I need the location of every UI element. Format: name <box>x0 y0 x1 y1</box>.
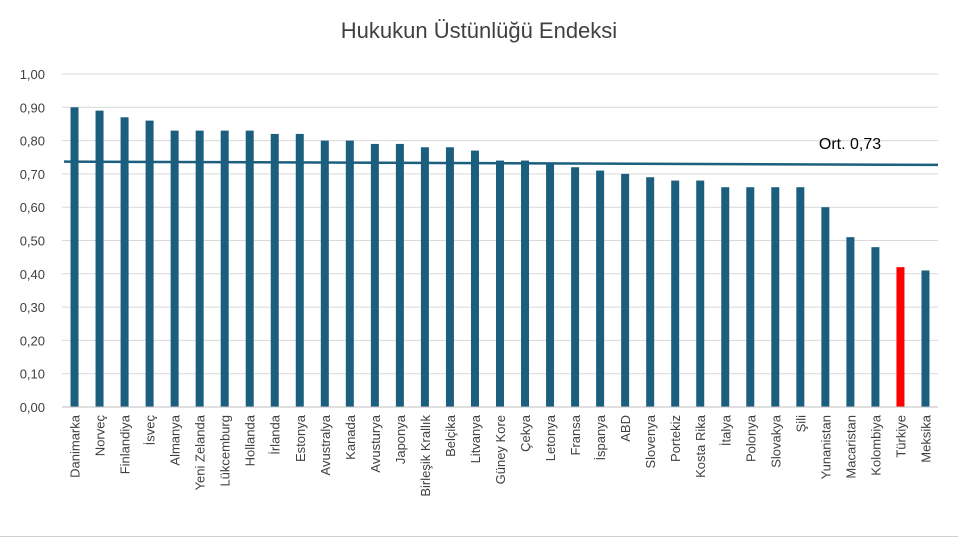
y-tick-label: 0,50 <box>20 234 45 249</box>
x-tick-label: ABD <box>618 415 633 442</box>
x-tick-label: İsveç <box>143 415 158 446</box>
bar <box>746 187 755 407</box>
bar <box>220 130 229 408</box>
bar <box>571 167 580 407</box>
bar <box>871 247 880 407</box>
bar <box>546 163 555 407</box>
x-tick-label: Güney Kore <box>493 415 508 484</box>
x-tick-label: Polonya <box>743 414 758 462</box>
y-tick-label: 0,90 <box>20 100 45 115</box>
chart-title: Hukukun Üstünlüğü Endeksi <box>340 18 618 43</box>
x-tick-label: Hollanda <box>243 414 258 466</box>
x-tick-label: Portekiz <box>668 415 683 462</box>
x-tick-label: Finlandiya <box>118 414 133 474</box>
bar <box>470 150 479 407</box>
bar <box>395 143 404 407</box>
y-tick-label: 1,00 <box>20 67 45 82</box>
bar <box>771 187 780 407</box>
x-tick-label: Çekya <box>518 414 533 452</box>
bar <box>270 133 279 407</box>
bar <box>521 160 530 407</box>
y-tick-label: 0,20 <box>20 333 45 348</box>
bar <box>345 140 354 407</box>
bar <box>320 140 329 407</box>
x-tick-label: Kanada <box>343 414 358 460</box>
x-tick-label: Birleşik Krallık <box>418 415 433 497</box>
y-tick-label: 0,00 <box>20 400 45 415</box>
bar <box>496 160 504 407</box>
x-tick-label: Şili <box>793 415 808 432</box>
bar <box>95 110 104 407</box>
bar <box>295 133 304 407</box>
x-tick-label: Kolombiya <box>868 414 883 475</box>
bar <box>120 117 129 407</box>
bar <box>145 120 154 408</box>
bar <box>195 130 204 408</box>
x-tick-label: Avusturya <box>368 414 383 472</box>
x-tick-label: Letonya <box>543 414 558 461</box>
bar <box>696 180 705 407</box>
bar <box>596 170 605 407</box>
x-tick-label: Almanya <box>168 414 183 465</box>
bar <box>646 177 655 407</box>
x-tick-label: Yeni Zelanda <box>193 414 208 490</box>
bar <box>621 173 630 407</box>
bar <box>245 130 254 408</box>
x-tick-label: Lükсemburg <box>218 415 233 487</box>
x-tick-label: Fransa <box>568 414 583 455</box>
bar <box>70 107 79 408</box>
x-tick-label: Slovakya <box>768 414 783 468</box>
bottom-border <box>0 536 958 537</box>
x-tick-label: Belçika <box>443 414 458 457</box>
y-tick-label: 0,10 <box>20 367 45 382</box>
y-tick-label: 0,30 <box>20 300 45 315</box>
bar <box>921 270 930 407</box>
x-tick-label: Macaristan <box>843 415 858 479</box>
y-tick-label: 0,40 <box>20 267 45 282</box>
x-tick-label: Kosta Rika <box>693 414 708 478</box>
x-tick-label: İrlanda <box>268 414 283 455</box>
y-tick-label: 0,80 <box>20 134 45 149</box>
x-tick-label: Danimarka <box>68 414 83 478</box>
bar <box>170 130 179 408</box>
x-tick-label: Türkiye <box>893 415 908 458</box>
x-tick-label: Slovenya <box>643 414 658 468</box>
x-tick-label: Estonya <box>293 414 308 462</box>
bar <box>671 180 680 407</box>
bar <box>796 187 805 407</box>
x-tick-label: Litvanya <box>468 414 483 463</box>
bar-highlighted <box>896 267 905 407</box>
y-tick-label: 0,60 <box>20 200 45 215</box>
bar <box>721 187 730 407</box>
bar <box>821 207 830 407</box>
x-tick-label: İspanya <box>593 414 608 460</box>
x-tick-label: Japonya <box>393 414 408 464</box>
bar <box>445 147 454 407</box>
average-line <box>63 160 939 167</box>
x-tick-label: Meksika <box>918 414 933 462</box>
bar <box>370 143 379 407</box>
x-tick-label: İtalya <box>718 414 733 446</box>
bar <box>846 237 855 407</box>
x-tick-label: Avustralya <box>318 414 333 475</box>
average-label: Ort. 0,73 <box>819 136 881 153</box>
bar <box>420 147 429 407</box>
y-tick-label: 0,70 <box>20 167 45 182</box>
x-tick-label: Norveç <box>93 415 108 457</box>
x-tick-label: Yunanistan <box>818 415 833 479</box>
